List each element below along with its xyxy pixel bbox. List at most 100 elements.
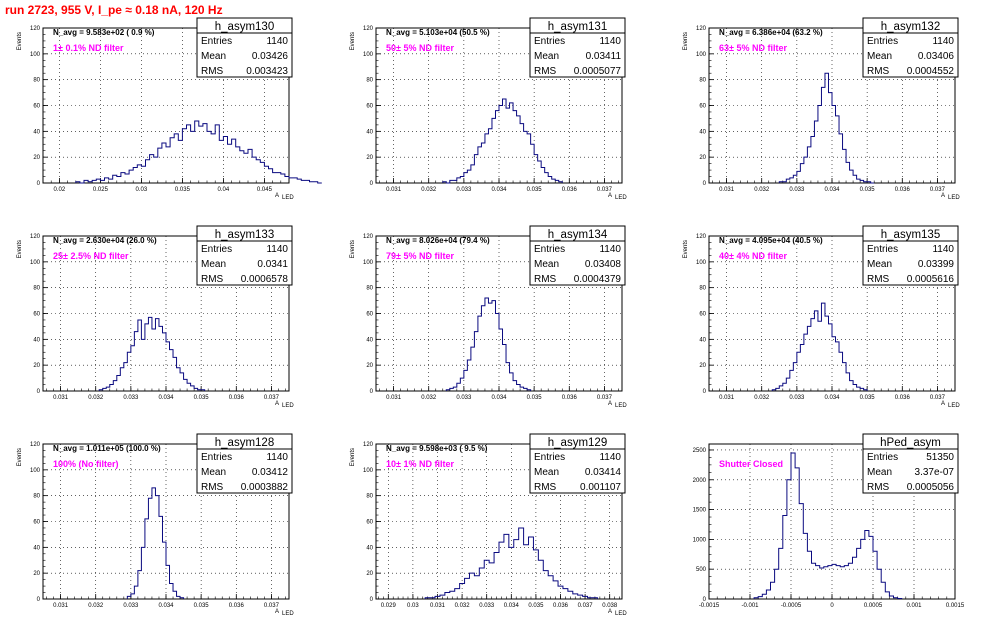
y-tick-label: 0 [370, 181, 374, 187]
y-tick-label: 40 [33, 337, 40, 343]
n-avg-label: N_avg = 4.095e+04 (40.5 %) [719, 236, 823, 245]
stats-value: 51350 [926, 452, 954, 463]
histogram-name: h_asym132 [881, 21, 940, 33]
x-tick-label: 0.036 [562, 187, 578, 193]
y-tick-label: 120 [363, 442, 374, 448]
y-tick-label: 40 [366, 545, 373, 551]
x-tick-label: 0.033 [123, 395, 139, 401]
y-axis-label: Events [17, 32, 23, 50]
y-tick-label: 20 [699, 363, 706, 369]
y-tick-label: 120 [363, 26, 374, 32]
filter-label: 79± 5% ND filter [386, 251, 454, 261]
x-tick-label: 0.031 [53, 603, 69, 609]
y-tick-label: 20 [366, 363, 373, 369]
x-tick-label: 0.0005 [864, 603, 883, 609]
y-tick-label: 0 [703, 389, 707, 395]
stats-label: RMS [201, 482, 224, 493]
x-tick-label: 0.031 [430, 603, 446, 609]
x-axis-label-subscript: LED [948, 195, 960, 201]
y-tick-label: 20 [33, 155, 40, 161]
histogram-line [75, 120, 322, 184]
x-axis-label-subscript: LED [282, 195, 294, 201]
y-tick-label: 40 [699, 337, 706, 343]
y-tick-label: 120 [363, 234, 374, 240]
x-tick-label: 0.032 [421, 395, 437, 401]
x-tick-label: 0.034 [158, 395, 174, 401]
stats-label: RMS [534, 274, 557, 285]
stats-label: RMS [867, 482, 890, 493]
stats-value: 0.03414 [585, 467, 622, 478]
x-tick-label: 0.034 [158, 603, 174, 609]
stats-label: Entries [201, 452, 232, 463]
x-tick-label: 0.03 [136, 187, 148, 193]
stats-value: 0.03399 [918, 259, 955, 270]
x-tick-label: 0.037 [930, 187, 946, 193]
panel-h_asym132: 0.031 0.032 0.033 0.034 0.035 0.036 0.037 0 20 40… [683, 17, 960, 201]
n-avg-label: N_avg = 9.598e+03 ( 9.5 %) [386, 444, 488, 453]
x-axis-label: A [941, 193, 945, 199]
stats-box [862, 225, 959, 286]
y-tick-label: 40 [366, 337, 373, 343]
histogram-line [445, 297, 532, 391]
y-tick-label: 0 [37, 181, 41, 187]
y-tick-label: 120 [696, 234, 707, 240]
stats-label: Entries [867, 452, 898, 463]
x-axis-label-subscript: LED [615, 195, 627, 201]
histogram-line [424, 527, 598, 599]
filter-label: 50± 5% ND filter [386, 43, 454, 53]
x-tick-label: 0.035 [194, 395, 210, 401]
y-tick-label: 100 [363, 468, 374, 474]
x-axis-label: A [608, 401, 612, 407]
filter-label: 40± 4% ND filter [719, 251, 787, 261]
y-tick-label: 1000 [693, 537, 707, 543]
stats-label: Entries [534, 452, 565, 463]
stats-value: 1140 [599, 452, 621, 463]
y-tick-label: 100 [30, 468, 41, 474]
stats-label: Entries [534, 36, 565, 47]
x-tick-label: 0.032 [754, 395, 770, 401]
y-tick-label: 0 [703, 597, 707, 603]
x-tick-label: 0.031 [386, 395, 402, 401]
y-axis-label: Events [350, 448, 356, 466]
stats-label: RMS [534, 482, 557, 493]
filter-label: 1± 0.1% ND filter [53, 43, 124, 53]
x-tick-label: 0.045 [257, 187, 273, 193]
x-tick-label: 0.02 [54, 187, 66, 193]
x-tick-label: 0.035 [194, 603, 210, 609]
x-axis-label: A [275, 193, 279, 199]
y-tick-label: 1500 [693, 508, 707, 514]
stats-label: RMS [867, 66, 890, 77]
x-tick-label: 0.036 [229, 603, 245, 609]
y-tick-label: 60 [366, 312, 373, 318]
stats-box [529, 225, 626, 286]
stats-value: 0.0004379 [574, 274, 622, 285]
histogram-line [442, 98, 563, 184]
stats-label: Entries [867, 36, 898, 47]
x-tick-label: 0.035 [528, 603, 544, 609]
histogram-name: h_asym130 [215, 21, 274, 33]
panel-h_asym134: 0.031 0.032 0.033 0.034 0.035 0.036 0.037 0 20 40… [350, 225, 627, 409]
y-tick-label: 2500 [693, 448, 707, 454]
y-tick-label: 0 [370, 597, 374, 603]
x-tick-label: 0.037 [264, 603, 280, 609]
stats-value: 1140 [599, 244, 621, 255]
panel-hPed_asym: -0.0015 -0.001 -0.0005 0 0.0005 0.001 0.0015 0 5… [693, 433, 965, 609]
x-tick-label: 0.035 [175, 187, 191, 193]
stats-value: 0.03412 [252, 467, 289, 478]
stats-box [196, 17, 293, 78]
stats-box [196, 433, 293, 494]
stats-value: 0.03411 [586, 51, 622, 62]
x-tick-label: 0.036 [895, 395, 911, 401]
x-tick-label: 0.033 [479, 603, 495, 609]
x-tick-label: -0.0015 [699, 603, 720, 609]
y-tick-label: 80 [366, 494, 373, 500]
x-tick-label: 0.031 [53, 395, 69, 401]
x-tick-label: 0.029 [381, 603, 397, 609]
stats-label: Mean [201, 259, 226, 270]
stats-label: Entries [201, 244, 232, 255]
x-tick-label: 0.037 [264, 395, 280, 401]
x-tick-label: 0.036 [562, 395, 578, 401]
x-tick-label: 0.037 [930, 395, 946, 401]
y-tick-label: 20 [699, 155, 706, 161]
y-tick-label: 20 [366, 155, 373, 161]
